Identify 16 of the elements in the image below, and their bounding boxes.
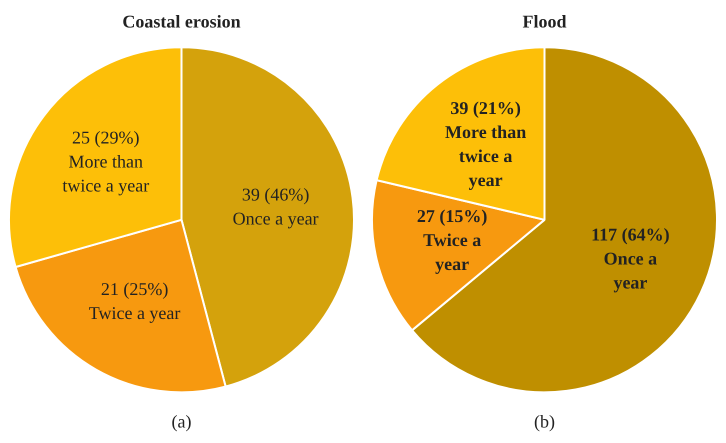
- slice-label: More than twice a year: [445, 122, 526, 190]
- data-label: 39 (21%): [450, 98, 521, 118]
- slice-label: Twice a year: [88, 302, 180, 323]
- data-label: 21 (25%): [100, 278, 168, 299]
- slice-label: Once a year: [232, 208, 319, 228]
- text: (b): [534, 412, 555, 432]
- slice-label: More than twice a year: [62, 151, 150, 196]
- text: (a): [172, 412, 192, 432]
- slice-label: Twice a year: [423, 230, 482, 274]
- data-label: 25 (29%): [72, 127, 140, 148]
- data-label: 39 (46%): [242, 184, 310, 204]
- chart-title: Coastal erosion: [122, 11, 241, 32]
- chart-title: Flood: [522, 11, 567, 32]
- data-label: 27 (15%): [416, 206, 488, 226]
- slice-label: Once a year: [604, 248, 658, 293]
- data-label: 117 (64%): [591, 224, 670, 245]
